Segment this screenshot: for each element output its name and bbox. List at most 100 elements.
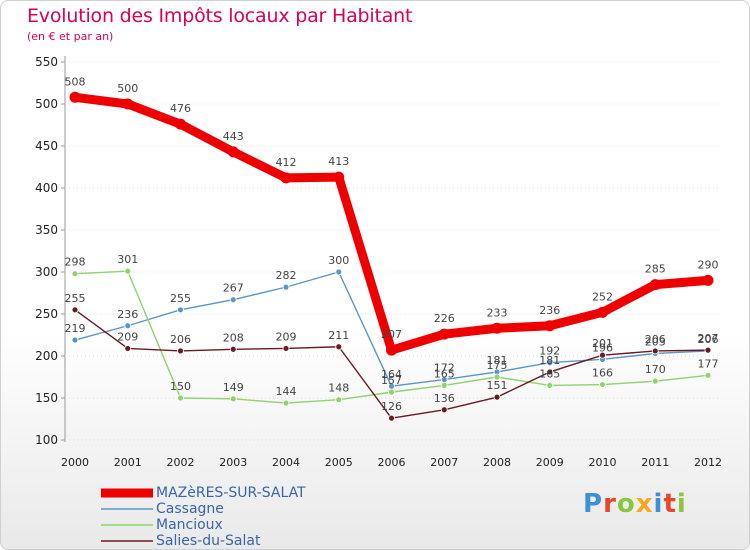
data-point	[71, 336, 79, 344]
data-label: 165	[434, 367, 455, 380]
data-point	[71, 270, 79, 278]
data-label: 508	[65, 75, 86, 88]
data-label: 164	[381, 368, 402, 381]
proxiti-logo: Proxiti	[583, 489, 687, 519]
data-point	[546, 359, 554, 367]
data-point	[599, 381, 606, 388]
data-label: 500	[117, 82, 138, 95]
y-tick-label: 350	[35, 223, 58, 237]
data-label: 236	[539, 304, 560, 317]
data-label: 209	[117, 330, 138, 343]
data-label: 301	[117, 253, 138, 266]
data-label: 148	[328, 382, 349, 395]
data-label: 207	[698, 332, 719, 345]
legend-label: MAZèRES-SUR-SALAT	[156, 485, 306, 501]
series-line	[70, 92, 713, 355]
data-label: 207	[381, 328, 402, 341]
data-label: 443	[223, 130, 244, 143]
data-point	[649, 279, 661, 291]
data-point	[546, 368, 554, 376]
chart-axes: 100 150 200 250 300 350 400 450 500 550 2000 2001 20…	[35, 55, 722, 469]
chart-series	[69, 91, 714, 422]
data-point	[544, 320, 556, 332]
data-point	[229, 395, 237, 403]
x-tick-label: 2005	[325, 456, 353, 469]
data-point	[122, 98, 134, 110]
data-label: 211	[328, 329, 349, 342]
data-point	[388, 414, 395, 422]
data-point	[438, 328, 450, 340]
data-point	[124, 345, 132, 352]
data-point	[229, 345, 237, 353]
y-tick-label: 150	[35, 391, 58, 405]
data-label: 126	[381, 400, 402, 413]
x-tick-label: 2003	[219, 456, 247, 469]
data-label: 209	[276, 330, 297, 343]
legend-swatch	[101, 524, 153, 526]
data-label: 236	[117, 308, 138, 321]
data-label: 255	[170, 292, 191, 305]
data-label: 151	[487, 379, 508, 392]
data-point	[702, 274, 714, 286]
data-point	[71, 306, 79, 314]
data-label: 233	[487, 306, 508, 319]
data-point	[704, 346, 712, 354]
data-label: 149	[223, 381, 244, 394]
x-tick-label: 2007	[430, 456, 458, 469]
data-label: 206	[170, 333, 191, 346]
x-tick-label: 2012	[694, 456, 722, 469]
data-point	[493, 393, 501, 401]
data-label: 252	[592, 290, 613, 303]
logo-letter: o	[616, 489, 636, 519]
y-tick-label: 500	[35, 97, 58, 111]
data-point	[335, 343, 343, 351]
legend-swatch	[101, 488, 153, 498]
data-label: 144	[276, 385, 297, 398]
data-point	[69, 91, 81, 103]
data-point	[124, 267, 132, 275]
data-label: 170	[645, 363, 666, 376]
data-label: 165	[539, 367, 560, 380]
legend-label: Mancioux	[156, 517, 223, 533]
data-point	[491, 322, 503, 334]
x-tick-label: 2011	[641, 456, 669, 469]
data-point	[177, 394, 184, 402]
data-point	[546, 381, 554, 389]
legend-swatch	[101, 508, 153, 510]
chart-title: Evolution des Impôts locaux par Habitant	[27, 5, 413, 27]
data-point	[282, 345, 290, 352]
x-tick-label: 2010	[589, 456, 617, 469]
y-tick-label: 400	[35, 181, 58, 195]
data-label: 150	[170, 380, 191, 393]
data-label: 177	[698, 357, 719, 370]
data-label: 298	[65, 256, 86, 269]
legend-label: Salies-du-Salat	[156, 533, 261, 549]
logo-letter: r	[603, 489, 617, 519]
data-point	[651, 347, 659, 355]
legend-swatch	[101, 540, 153, 542]
data-point	[704, 371, 712, 379]
logo-letter: t	[663, 489, 677, 519]
data-label: 412	[276, 156, 297, 169]
data-point	[175, 118, 186, 130]
data-label: 136	[434, 392, 455, 405]
y-tick-label: 450	[35, 139, 58, 153]
data-point	[440, 381, 448, 389]
data-point	[229, 296, 237, 304]
data-label: 157	[381, 374, 402, 387]
x-tick-label: 2000	[61, 456, 89, 469]
data-label: 206	[698, 333, 719, 346]
x-tick-label: 2004	[272, 456, 300, 469]
y-tick-label: 550	[35, 55, 58, 69]
y-tick-label: 300	[35, 265, 58, 279]
data-label: 226	[434, 312, 455, 325]
data-label: 166	[592, 367, 613, 380]
data-point	[282, 283, 290, 291]
data-point	[335, 268, 343, 276]
data-label: 282	[276, 269, 297, 282]
x-tick-label: 2002	[167, 456, 195, 469]
data-point	[440, 406, 448, 414]
data-point	[282, 399, 290, 407]
